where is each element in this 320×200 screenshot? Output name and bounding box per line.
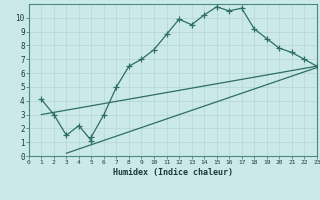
- X-axis label: Humidex (Indice chaleur): Humidex (Indice chaleur): [113, 168, 233, 177]
